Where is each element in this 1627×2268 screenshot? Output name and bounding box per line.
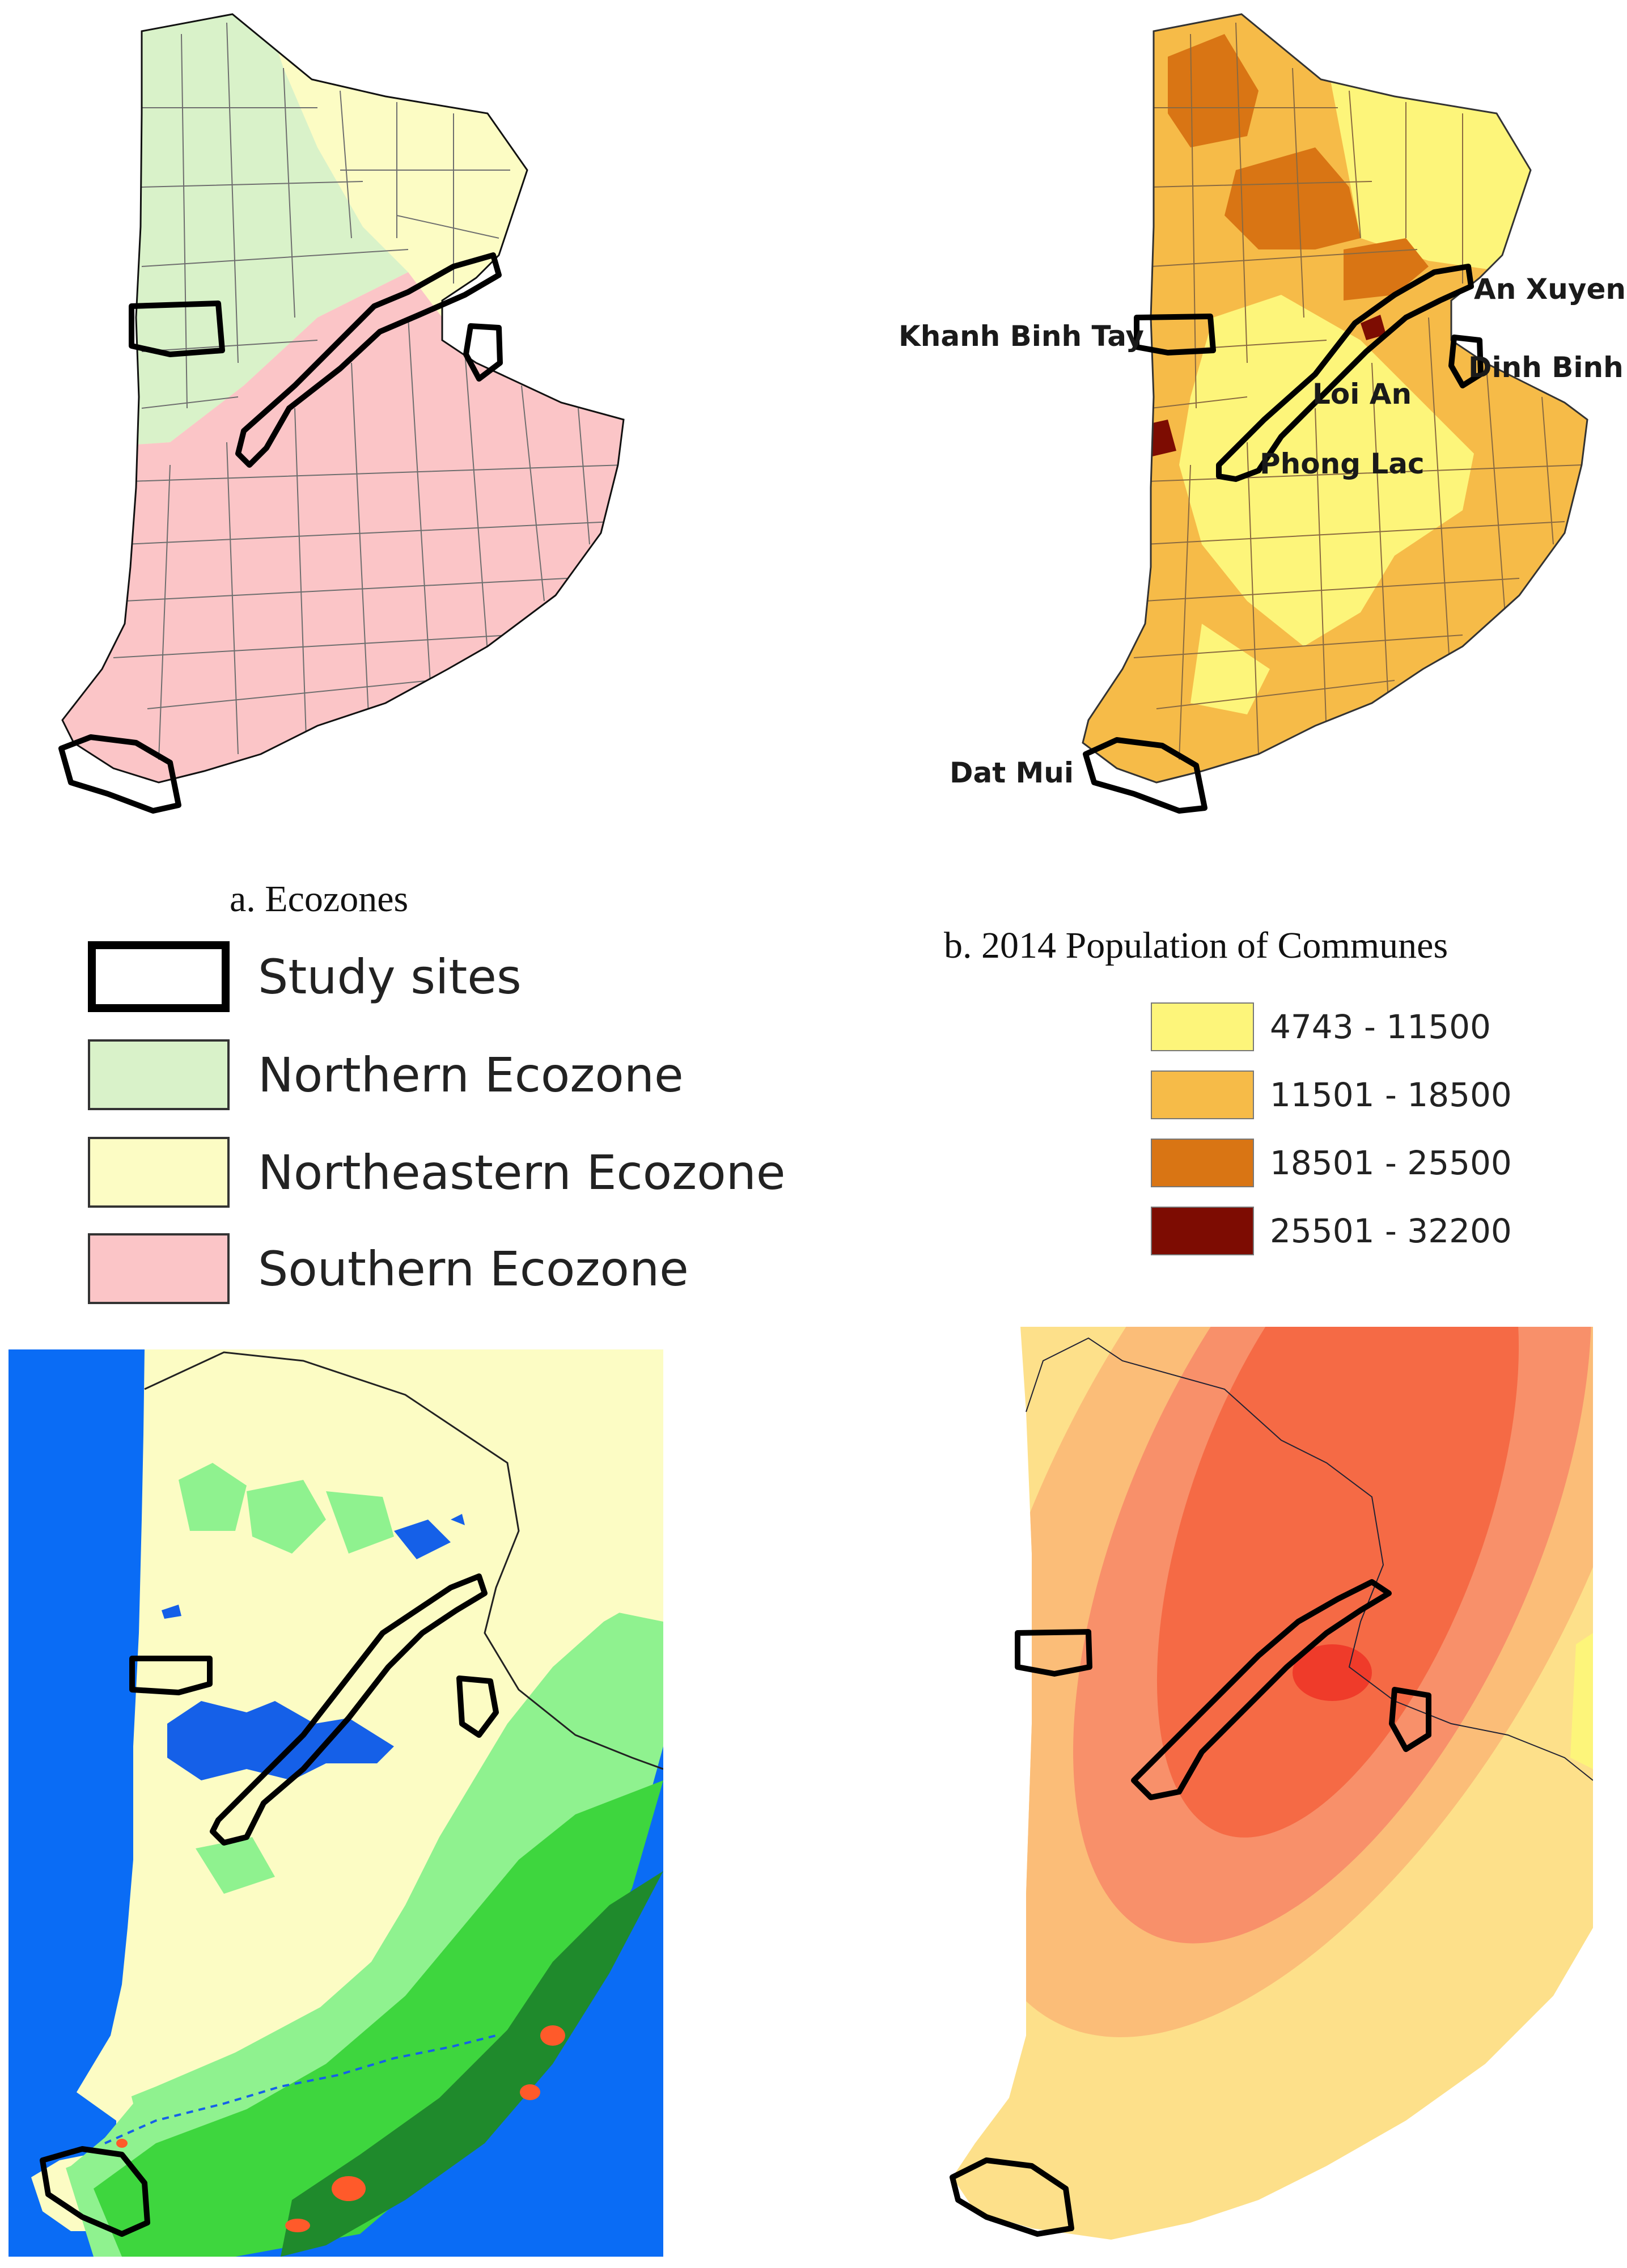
- place-label-an-xuyen: An Xuyen: [1474, 273, 1626, 306]
- site-b-khanh-binh-tay: [1134, 314, 1216, 356]
- legend-item-class-2: 11501 - 18500: [1151, 1070, 1512, 1119]
- site-b-dat-mui: [1083, 737, 1207, 814]
- vegetation-layers: [65, 1463, 663, 2257]
- legend-swatch-class-2: [1151, 1070, 1254, 1119]
- contour-bands: [952, 1327, 1593, 2240]
- caption-ecozones: a. Ecozones: [230, 878, 409, 920]
- southern-ecozone: [62, 272, 624, 782]
- legend-label-class-1: 4743 - 11500: [1270, 1008, 1491, 1046]
- legend-item-study-sites: Study sites: [88, 941, 522, 1012]
- green-dark-zone: [281, 1871, 663, 2257]
- study-sites-d: [950, 1579, 1431, 2237]
- legend-label-northern: Northern Ecozone: [258, 1047, 684, 1103]
- ecozones-map: [58, 13, 625, 814]
- site-dat-mui: [58, 734, 181, 814]
- hotspot-patches: [116, 2025, 565, 2232]
- site-d-loi-an-phong-lac: [1131, 1579, 1392, 1800]
- class-4743-11500-fill: [1179, 14, 1587, 714]
- panel-a-ecozones-map: [0, 0, 737, 850]
- site-c-khanh-binh-tay: [129, 1656, 213, 1695]
- inland-water: [162, 1514, 465, 1780]
- province-border-d: [1026, 1337, 1593, 1781]
- legend-label-class-2: 11501 - 18500: [1270, 1076, 1512, 1114]
- legend-item-northeastern: Northeastern Ecozone: [88, 1137, 786, 1208]
- place-label-loi-an: Loi An: [1312, 378, 1412, 411]
- land-area: [31, 1349, 663, 2240]
- legend-label-class-4: 25501 - 32200: [1270, 1212, 1512, 1250]
- place-labels: An Xuyen Khanh Binh Tay Dinh Binh Loi An…: [899, 273, 1626, 789]
- legend-swatch-class-3: [1151, 1139, 1254, 1187]
- place-label-dinh-binh: Dinh Binh: [1468, 351, 1624, 384]
- place-label-phong-lac: Phong Lac: [1260, 447, 1425, 480]
- class-18501-25500-fill: [1168, 34, 1429, 301]
- study-sites-b: [1083, 264, 1484, 814]
- legend-item-class-3: 18501 - 25500: [1151, 1139, 1512, 1187]
- legend-swatch-northern: [88, 1039, 230, 1110]
- legend-swatch-study-sites: [88, 941, 230, 1012]
- green-mid-zone: [94, 1780, 663, 2257]
- site-c-loi-an-phong-lac: [210, 1573, 488, 1846]
- legend-swatch-northeastern: [88, 1137, 230, 1208]
- place-label-dat-mui: Dat Mui: [950, 756, 1074, 789]
- site-dinh-binh: [463, 323, 503, 382]
- panel-d-interpolated-map: [941, 1327, 1593, 2268]
- band-core: [1293, 1644, 1372, 1701]
- place-label-khanh-binh-tay: Khanh Binh Tay: [899, 320, 1144, 353]
- band-outer-east: [1570, 1633, 1593, 1769]
- legend-swatch-southern: [88, 1233, 230, 1304]
- band-ring3: [1156, 1327, 1519, 1838]
- site-b-loi-an-phong-lac: [1216, 264, 1474, 482]
- legend-swatch-class-1: [1151, 1002, 1254, 1051]
- site-khanh-binh-tay: [129, 301, 225, 357]
- site-c-dat-mui: [40, 2146, 150, 2237]
- panel-c-landcover-map: [9, 1349, 663, 2257]
- study-sites-c: [40, 1573, 499, 2237]
- legend-swatch-class-4: [1151, 1207, 1254, 1255]
- caption-population: b. 2014 Population of Communes: [944, 925, 1448, 966]
- site-loi-an-phong-lac: [235, 252, 502, 468]
- legend-item-southern: Southern Ecozone: [88, 1233, 689, 1304]
- legend-label-class-3: 18501 - 25500: [1270, 1144, 1512, 1182]
- panel-b-population-map: An Xuyen Khanh Binh Tay Dinh Binh Loi An…: [850, 0, 1627, 850]
- canal-line: [104, 2034, 497, 2144]
- interpolated-map: [950, 1327, 1593, 2240]
- landcover-map: [9, 1349, 663, 2257]
- commune-boundaries-b: [1133, 22, 1582, 760]
- legend-item-class-1: 4743 - 11500: [1151, 1002, 1491, 1051]
- legend-item-northern: Northern Ecozone: [88, 1039, 684, 1110]
- site-d-dat-mui: [950, 2157, 1074, 2237]
- population-classes: [1083, 14, 1587, 782]
- ecozone-fills: [62, 14, 624, 782]
- legend-label-study-sites: Study sites: [258, 949, 522, 1005]
- site-d-dinh-binh: [1389, 1687, 1431, 1752]
- legend-label-northeastern: Northeastern Ecozone: [258, 1144, 786, 1200]
- site-c-dinh-binh: [456, 1675, 499, 1738]
- legend-item-class-4: 25501 - 32200: [1151, 1207, 1512, 1255]
- site-b-dinh-binh: [1448, 335, 1484, 388]
- population-map: An Xuyen Khanh Binh Tay Dinh Binh Loi An…: [899, 13, 1626, 814]
- study-sites: [58, 252, 503, 814]
- commune-boundaries: [113, 22, 624, 760]
- legend-label-southern: Southern Ecozone: [258, 1241, 689, 1297]
- site-d-khanh-binh-tay: [1015, 1629, 1092, 1677]
- province-border-c: [144, 1351, 663, 1770]
